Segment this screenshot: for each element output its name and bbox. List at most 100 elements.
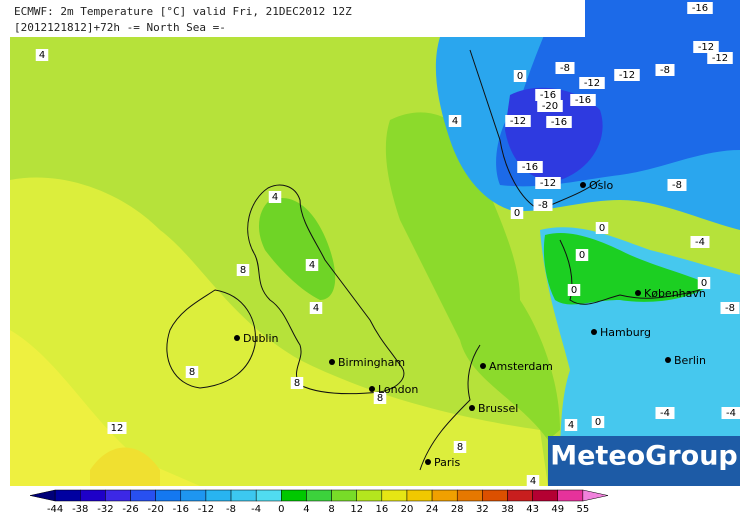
scale-label: 20 <box>401 504 414 515</box>
city-name: Dublin <box>243 332 279 345</box>
city-name: Birmingham <box>338 356 405 369</box>
coldest-zone <box>505 87 603 181</box>
contour-label-box <box>185 366 199 378</box>
contour-label: 8 <box>240 265 246 276</box>
contour-label: 4 <box>568 420 574 431</box>
contour-label: -4 <box>660 408 670 419</box>
contour-label-box <box>526 475 540 487</box>
scale-label: 28 <box>451 504 464 515</box>
scale-segment <box>406 489 433 502</box>
contour-label: -8 <box>538 200 548 211</box>
scale-label: -26 <box>122 504 138 515</box>
contour-label-box <box>690 236 710 248</box>
contour-label: -12 <box>510 116 526 127</box>
city-name: Oslo <box>589 179 613 192</box>
contour-label-box <box>687 2 713 14</box>
contour-label-box <box>707 52 733 64</box>
contour-label-box <box>567 284 581 296</box>
contour-label: 4 <box>313 303 319 314</box>
scale-label: 8 <box>328 504 334 515</box>
contour-label: -4 <box>726 408 736 419</box>
contour-label: 0 <box>517 71 523 82</box>
scale-label: 0 <box>278 504 284 515</box>
ireland <box>166 289 256 389</box>
scale-segment <box>306 489 332 502</box>
city-dot <box>580 182 586 188</box>
scale-segment <box>281 489 307 502</box>
contour-label-box <box>693 41 719 53</box>
contour-label-box <box>570 94 596 106</box>
contour-label: -8 <box>725 303 735 314</box>
scale-label: 32 <box>476 504 489 515</box>
contour-label-box <box>448 115 462 127</box>
city-dot <box>369 386 375 392</box>
city-name: Amsterdam <box>489 360 553 373</box>
scale-label: -32 <box>97 504 113 515</box>
contour-label-box <box>579 77 605 89</box>
scale-label: 16 <box>375 504 388 515</box>
contour-label-box <box>505 115 531 127</box>
scale-label: 12 <box>350 504 363 515</box>
city-dot <box>635 290 641 296</box>
contour-label: -4 <box>695 237 705 248</box>
contour-label: 4 <box>452 116 458 127</box>
contour-label: 0 <box>595 417 601 428</box>
scale-segment <box>130 489 156 502</box>
scale-segment <box>507 489 533 502</box>
contour-label: -12 <box>540 178 556 189</box>
contour-label: -16 <box>540 90 556 101</box>
contour-label: 4 <box>309 260 315 271</box>
contour-label: 8 <box>294 378 300 389</box>
scale-segment <box>381 489 408 502</box>
contour-label: 8 <box>377 393 383 404</box>
contour-label-box <box>595 222 609 234</box>
contour-label: -16 <box>575 95 591 106</box>
contour-label: 0 <box>579 250 585 261</box>
contour-label: 0 <box>701 278 707 289</box>
warmest-zone <box>10 330 200 486</box>
denmark-coast <box>559 239 701 305</box>
contour-label-box <box>555 62 575 74</box>
contour-label-box <box>453 441 467 453</box>
scale-segment <box>532 489 558 502</box>
logo: MeteoGroup <box>550 441 738 472</box>
contour-label-box <box>614 69 640 81</box>
scale-segment <box>230 489 257 502</box>
scale-segment <box>431 489 458 502</box>
city-name: London <box>378 383 418 396</box>
city-dot <box>469 405 475 411</box>
contour-label-box <box>655 407 675 419</box>
contour-label-box <box>655 64 675 76</box>
scale-label: 49 <box>551 504 564 515</box>
continent-coast <box>419 344 481 471</box>
contour-label: 8 <box>457 442 463 453</box>
contour-label-box <box>721 407 740 419</box>
contour-label: -16 <box>692 3 708 14</box>
warm-spot <box>90 447 160 486</box>
contour-label: 8 <box>189 367 195 378</box>
contour-label: 4 <box>530 476 536 487</box>
scale-arrow <box>582 489 609 502</box>
contour-label-box <box>309 302 323 314</box>
scale-label: -44 <box>47 504 63 515</box>
contour-label: 4 <box>39 50 45 61</box>
contour-label: -16 <box>551 117 567 128</box>
contour-label-box <box>697 277 711 289</box>
contour-label-box <box>591 416 605 428</box>
contour-label-box <box>537 100 563 112</box>
contour-label: 12 <box>111 423 124 434</box>
contour-label: -20 <box>542 101 558 112</box>
city-name: Berlin <box>674 354 706 367</box>
scale-segment <box>255 489 282 502</box>
contour-label: 0 <box>514 208 520 219</box>
city-dot <box>480 363 486 369</box>
scale-segment <box>54 489 81 502</box>
city-name: Hamburg <box>600 326 651 339</box>
city-name: Paris <box>434 456 460 469</box>
contour-label-box <box>513 70 527 82</box>
contour-label-box <box>305 259 319 271</box>
contour-label-box <box>290 377 304 389</box>
header-line-2: [2012121812]+72h -= North Sea =- <box>14 21 226 34</box>
